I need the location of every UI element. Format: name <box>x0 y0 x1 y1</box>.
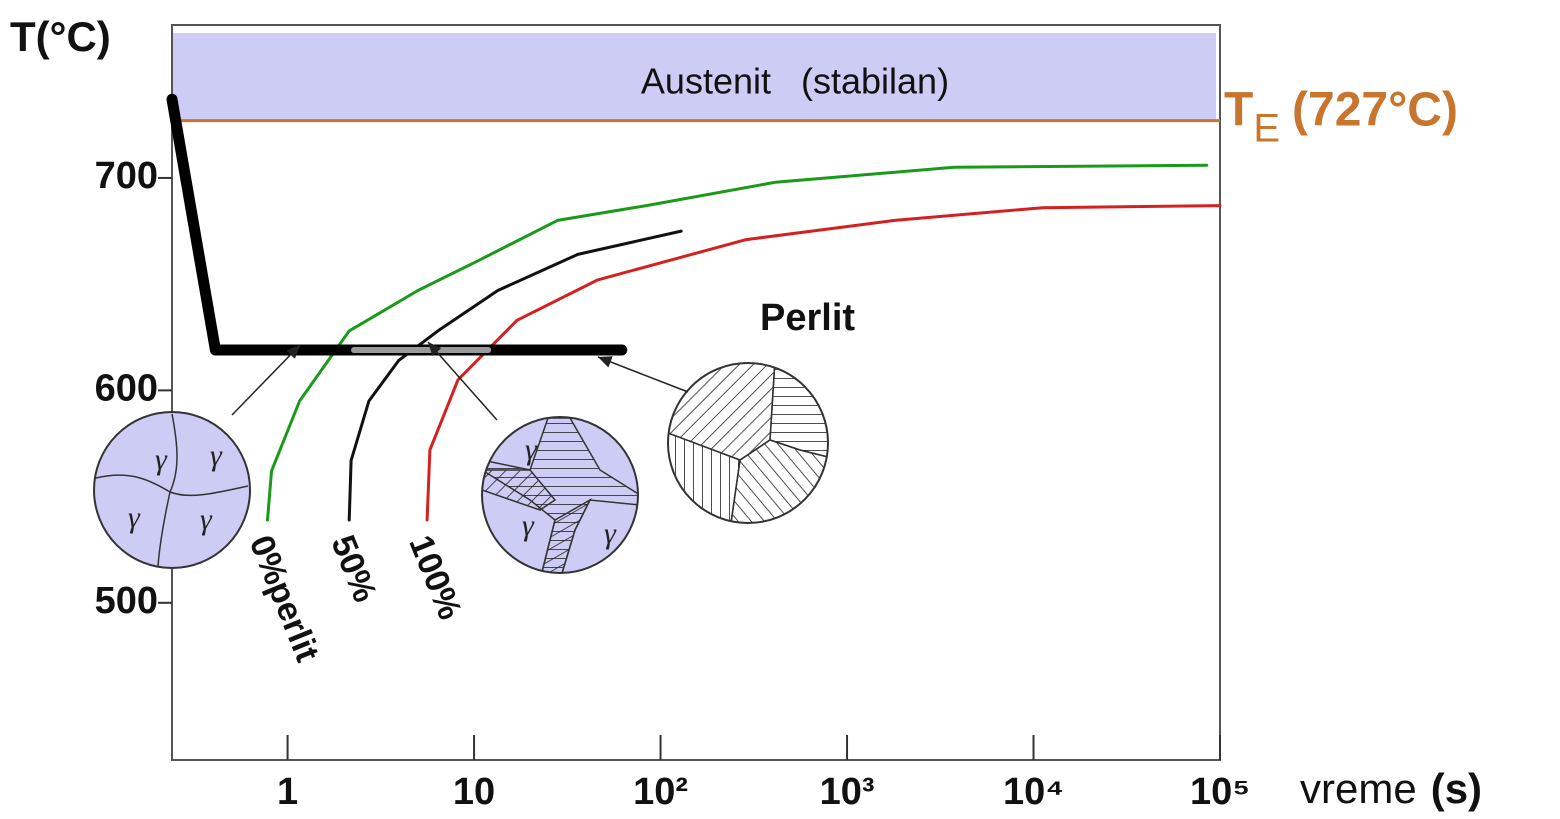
gamma: γ <box>155 443 168 476</box>
reference-label-sub: E <box>1253 106 1280 150</box>
gamma: γ <box>210 439 223 472</box>
y-tick-label: 600 <box>95 367 158 409</box>
austenite-grains: γ γ γ γ <box>94 412 250 568</box>
y-axis-label: T(°C) <box>10 13 111 60</box>
x-tick-label: 10⁴ <box>1003 771 1064 813</box>
x-tick-label: 1 <box>277 771 298 813</box>
gamma: γ <box>604 517 617 550</box>
chart: γ γ γ γ γ γ γ 500 600 700 1 10 10² 10³ 10⁴ 10⁵ 0%… <box>0 0 1560 819</box>
y-tick-label: 700 <box>95 155 158 197</box>
x-axis-label: vreme (s) <box>1300 765 1482 812</box>
cooling-path <box>172 99 622 350</box>
partial-pearlite: γ γ γ <box>482 417 640 580</box>
region-label: Austenit (stabilan) <box>641 61 949 102</box>
x-tick-label: 10⁵ <box>1190 771 1250 813</box>
full-pearlite <box>660 360 840 530</box>
curve-label: 50% <box>323 530 384 607</box>
curve-label: 0%perlit <box>242 530 327 667</box>
reference-label-rest: (727°C) <box>1292 83 1458 136</box>
reference-label-main: T <box>1224 83 1253 136</box>
x-axis-name: vreme <box>1300 765 1417 812</box>
annotation: Perlit <box>760 297 855 339</box>
gamma: γ <box>200 503 213 536</box>
y-tick-label: 500 <box>95 580 158 622</box>
gamma: γ <box>525 433 538 466</box>
x-axis-unit: (s) <box>1431 765 1482 812</box>
gamma: γ <box>522 509 535 542</box>
reference-label: TE (727°C) <box>1224 83 1458 150</box>
gamma: γ <box>128 501 141 534</box>
x-tick-label: 10³ <box>820 771 875 813</box>
x-tick-label: 10² <box>633 771 688 813</box>
x-tick-label: 10 <box>453 771 495 813</box>
curve-label: 100% <box>401 530 469 625</box>
